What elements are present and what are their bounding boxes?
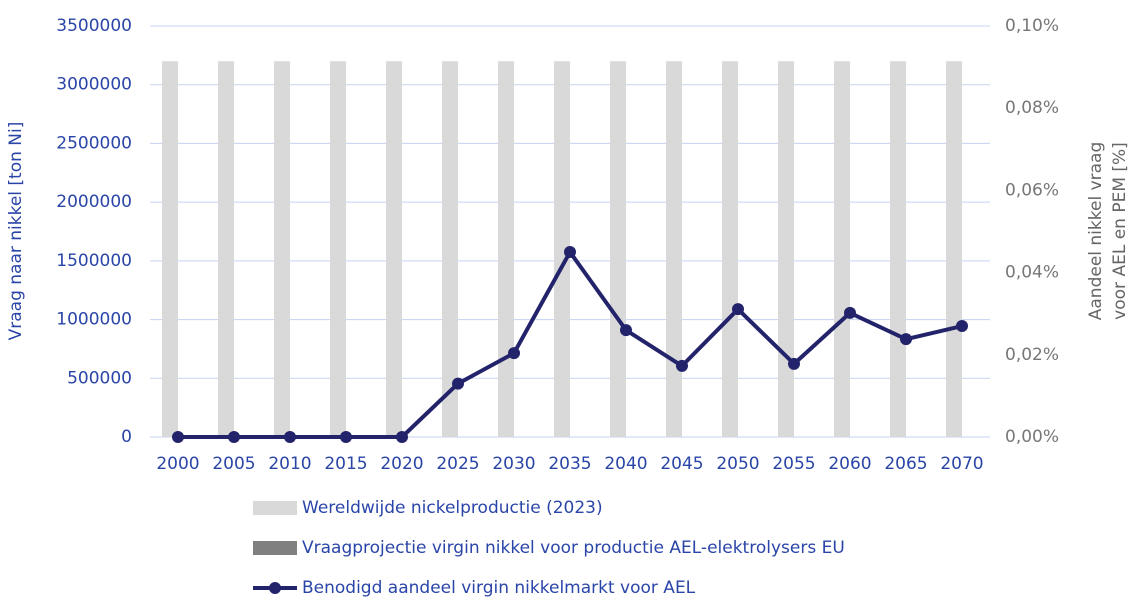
- x-tick-label: 2055: [772, 454, 815, 474]
- line-marker: [508, 347, 520, 360]
- line-marker: [452, 377, 464, 390]
- x-tick-label: 2045: [660, 454, 703, 474]
- bar: [610, 61, 626, 437]
- y2-tick-label: 0,00%: [1005, 427, 1059, 447]
- y2-tick-label: 0,06%: [1005, 180, 1059, 200]
- y2-axis-label: Aandeel nikkel vraag: [1086, 142, 1106, 321]
- x-tick-label: 2050: [716, 454, 759, 474]
- line-marker: [732, 303, 744, 316]
- y-tick-label: 500000: [67, 368, 132, 388]
- bar: [162, 61, 178, 437]
- x-tick-label: 2060: [828, 454, 871, 474]
- bar: [946, 61, 962, 437]
- bar: [722, 61, 738, 437]
- x-tick-label: 2070: [940, 454, 983, 474]
- line-marker: [564, 246, 576, 259]
- line-marker: [340, 431, 352, 443]
- bar: [386, 61, 402, 437]
- legend-swatch: [253, 541, 297, 555]
- y2-tick-label: 0,02%: [1005, 345, 1059, 365]
- x-tick-label: 2000: [156, 454, 199, 474]
- y-tick-label: 1000000: [56, 310, 132, 330]
- x-tick-label: 2010: [268, 454, 311, 474]
- y2-tick-label: 0,08%: [1005, 98, 1059, 118]
- x-tick-label: 2025: [436, 454, 479, 474]
- x-tick-label: 2040: [604, 454, 647, 474]
- line-marker: [676, 359, 688, 372]
- legend-label: Wereldwijde nickelproductie (2023): [302, 498, 603, 518]
- line-marker: [284, 431, 296, 443]
- y-tick-label: 2000000: [56, 192, 132, 212]
- bar: [554, 61, 570, 437]
- y2-tick-label: 0,04%: [1005, 263, 1059, 283]
- y-tick-label: 3000000: [56, 75, 132, 95]
- x-tick-label: 2035: [548, 454, 591, 474]
- x-tick-label: 2030: [492, 454, 535, 474]
- legend-label: Vraagprojectie virgin nikkel voor produc…: [302, 538, 845, 558]
- bar: [442, 61, 458, 437]
- line-marker: [396, 431, 408, 443]
- bar: [778, 61, 794, 437]
- bar: [666, 61, 682, 437]
- y2-tick-label: 0,10%: [1005, 16, 1059, 36]
- y-tick-label: 2500000: [56, 133, 132, 153]
- y-tick-label: 1500000: [56, 251, 132, 271]
- y2-axis-label: voor AEL en PEM [%]: [1110, 142, 1130, 320]
- line-marker: [956, 320, 968, 333]
- x-tick-label: 2065: [884, 454, 927, 474]
- bar: [218, 61, 234, 437]
- bar: [330, 61, 346, 437]
- x-tick-label: 2020: [380, 454, 423, 474]
- line-marker: [844, 306, 856, 319]
- legend-swatch: [253, 501, 297, 515]
- legend-label: Benodigd aandeel virgin nikkelmarkt voor…: [302, 578, 696, 597]
- bar: [274, 61, 290, 437]
- legend-swatch: [269, 582, 281, 594]
- line-marker: [172, 431, 184, 443]
- bar: [834, 61, 850, 437]
- bar: [890, 61, 906, 437]
- line-marker: [228, 431, 240, 443]
- y-tick-label: 0: [121, 427, 132, 447]
- y-tick-label: 3500000: [56, 16, 132, 36]
- x-tick-label: 2015: [324, 454, 367, 474]
- line-marker: [620, 324, 632, 337]
- bar: [498, 61, 514, 437]
- x-tick-label: 2005: [212, 454, 255, 474]
- y-axis-label: Vraag naar nikkel [ton Ni]: [6, 122, 26, 341]
- line-marker: [900, 333, 912, 346]
- line-marker: [788, 357, 800, 370]
